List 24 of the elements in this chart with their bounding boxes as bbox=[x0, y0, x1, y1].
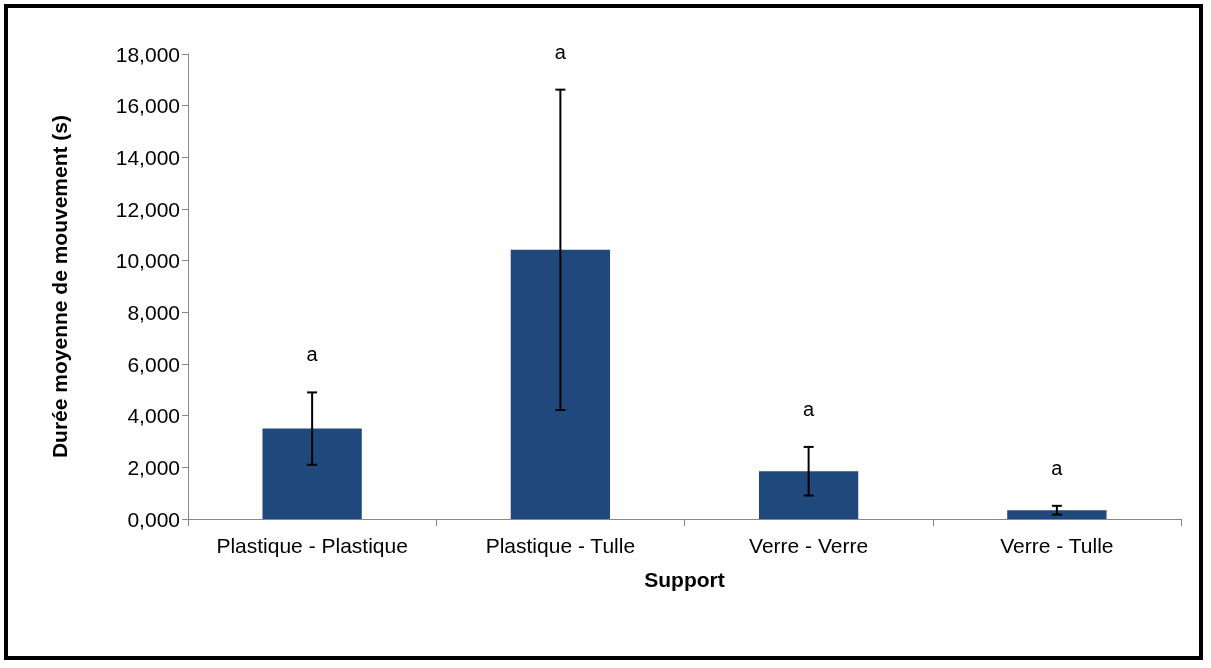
x-axis-title: Support bbox=[644, 568, 725, 591]
y-tick-label: 10,000 bbox=[115, 249, 180, 273]
annotation: a bbox=[306, 343, 319, 366]
x-tick-label: Plastique - Tulle bbox=[485, 534, 636, 557]
y-tick-label: 18,000 bbox=[115, 42, 180, 66]
x-tick-label: Plastique - Plastique bbox=[216, 534, 408, 557]
y-tick-label: 8,000 bbox=[127, 300, 180, 324]
bar bbox=[1007, 510, 1107, 519]
y-tick-label: 12,000 bbox=[115, 197, 180, 221]
y-axis-title: Durée moyenne de mouvement (s) bbox=[48, 114, 71, 459]
y-tick-label: 14,000 bbox=[115, 145, 180, 169]
y-tick-label: 0,000 bbox=[127, 507, 180, 531]
annotation: a bbox=[803, 397, 816, 420]
y-tick-label: 16,000 bbox=[115, 94, 180, 118]
annotation: a bbox=[554, 40, 567, 63]
bar bbox=[758, 471, 859, 519]
annotation: a bbox=[1051, 456, 1064, 479]
y-tick-label: 2,000 bbox=[127, 455, 180, 479]
x-tick-label: Verre - Tulle bbox=[1000, 534, 1114, 557]
y-tick-label: 6,000 bbox=[127, 352, 180, 376]
x-tick-label: Verre - Verre bbox=[749, 534, 869, 557]
bar bbox=[262, 428, 362, 519]
y-tick-label: 4,000 bbox=[127, 404, 180, 428]
bar bbox=[510, 249, 611, 519]
